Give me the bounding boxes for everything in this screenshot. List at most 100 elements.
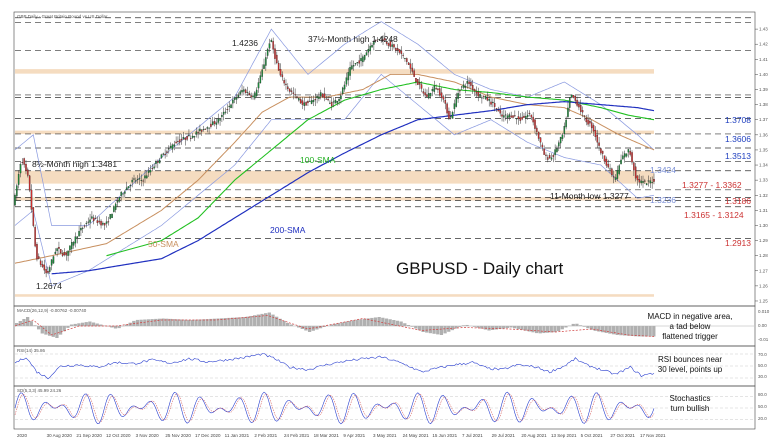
candle	[565, 116, 567, 130]
candle	[499, 105, 501, 117]
candle	[479, 91, 481, 98]
candle-body	[488, 99, 490, 101]
macd-histogram-bar	[622, 326, 627, 336]
candle-body	[272, 41, 274, 50]
candle	[307, 99, 309, 107]
candle-body	[440, 92, 443, 98]
candle-body	[407, 62, 410, 65]
macd-histogram-bar	[190, 319, 195, 326]
candle	[378, 38, 381, 41]
candle-body	[208, 127, 210, 129]
y-tick-label: 1.39	[759, 87, 768, 92]
candle	[222, 107, 225, 121]
candle-body	[60, 249, 62, 254]
macd-histogram-bar	[600, 326, 605, 333]
candle	[160, 153, 163, 160]
candle-body	[418, 82, 421, 85]
y-tick-label: 1.37	[759, 117, 768, 122]
candle	[94, 215, 97, 220]
candle-body	[175, 141, 177, 144]
candle	[605, 156, 608, 168]
candle-body	[113, 206, 115, 212]
macd-histogram-bar	[534, 326, 539, 334]
candle	[592, 123, 595, 137]
candle	[272, 37, 274, 54]
annotation-low-1: 1.2674	[36, 281, 62, 291]
stoch-label: SD(5,3,3) 45.99 24.26	[17, 388, 62, 393]
candle	[47, 266, 49, 275]
candle	[103, 222, 106, 230]
candle	[625, 153, 628, 158]
candle	[622, 151, 624, 160]
candle-body	[323, 93, 326, 99]
candle	[653, 173, 655, 185]
candle-body	[233, 97, 236, 100]
candle	[191, 133, 194, 139]
candle-body	[406, 58, 408, 62]
candle	[177, 136, 179, 146]
candle	[173, 140, 176, 151]
macd-histogram-bar	[425, 326, 429, 333]
candle-body	[570, 94, 573, 98]
candle-body	[558, 142, 560, 147]
macd-histogram-bar	[637, 326, 641, 337]
macd-histogram-bar	[95, 323, 99, 326]
candle-body	[325, 98, 328, 100]
candle	[620, 154, 622, 165]
candle-body	[263, 64, 265, 69]
candle-body	[129, 185, 132, 187]
macd-histogram-bar	[150, 319, 154, 326]
candle-body	[365, 52, 368, 56]
candle-body	[439, 88, 441, 96]
x-tick-label: 27 Oct 2021	[610, 433, 635, 438]
candle-body	[76, 236, 79, 238]
macd-histogram-bar	[15, 323, 19, 326]
macd-histogram-bar	[615, 326, 619, 335]
candle	[116, 197, 119, 208]
macd-histogram-bar	[194, 319, 198, 326]
rsi-panel	[14, 353, 754, 380]
candle-body	[303, 102, 306, 107]
candle-body	[530, 114, 533, 118]
candle-body	[638, 179, 641, 183]
x-tick-label: 24 May 2021	[403, 433, 430, 438]
candle	[545, 152, 547, 160]
candle	[382, 35, 384, 46]
candle	[363, 54, 366, 62]
candle	[451, 110, 454, 119]
candle-body	[81, 227, 84, 229]
candle	[312, 95, 315, 107]
candle	[83, 224, 86, 229]
candle	[87, 217, 90, 225]
candle-body	[376, 39, 379, 41]
annotation-sma-200: 200-SMA	[270, 225, 306, 235]
candle-body	[118, 197, 121, 202]
candle-body	[481, 97, 483, 99]
candle-body	[188, 134, 190, 136]
candle-body	[541, 144, 544, 148]
macd-histogram-bar	[187, 319, 191, 326]
macd-histogram-bar	[498, 326, 502, 329]
candle	[601, 150, 604, 159]
candle	[208, 127, 210, 134]
candle-body	[385, 41, 388, 44]
candle	[323, 87, 326, 102]
candle	[460, 86, 463, 91]
candle	[41, 260, 44, 269]
candle-body	[285, 83, 287, 85]
candle-body	[585, 118, 588, 123]
candle	[640, 175, 642, 186]
x-tick-label: 2020	[17, 433, 28, 438]
candle	[268, 38, 271, 53]
candle	[168, 145, 170, 154]
candle	[146, 170, 148, 179]
candle	[437, 88, 439, 94]
candle-body	[363, 55, 366, 60]
candle	[76, 236, 79, 244]
macd-histogram-bar	[212, 318, 217, 326]
candle	[611, 167, 613, 178]
candle	[158, 157, 161, 164]
candle	[349, 61, 351, 80]
candle-body	[36, 244, 38, 260]
candle-body	[98, 220, 100, 223]
